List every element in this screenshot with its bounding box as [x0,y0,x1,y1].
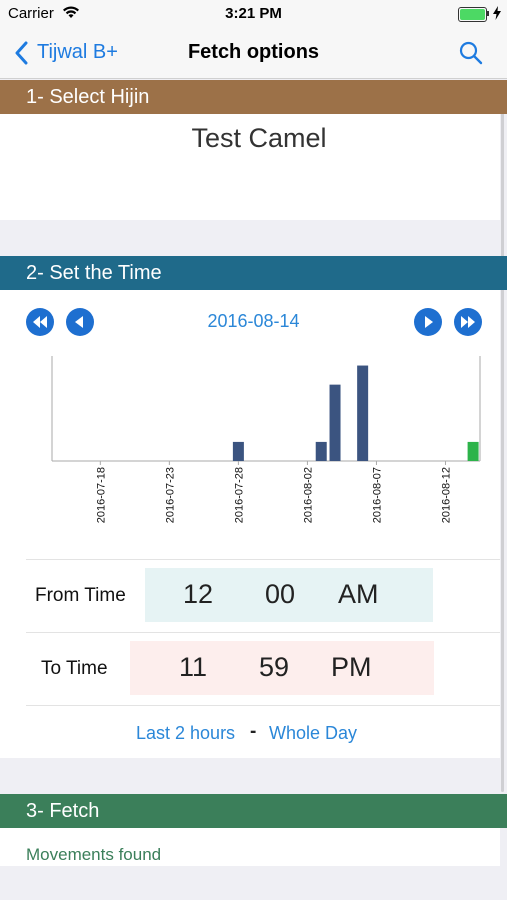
battery-icon [458,7,487,22]
search-icon[interactable] [458,40,484,66]
fetch-panel: Movements found [0,828,500,866]
selected-hijin[interactable]: Test Camel [191,123,327,153]
to-ampm[interactable]: PM [331,652,372,682]
carrier-label: Carrier [8,5,54,22]
chart-bar [357,365,369,461]
to-time-label: To Time [41,658,108,679]
from-ampm[interactable]: AM [338,579,379,609]
movement-chart: 2016-07-18 2016-07-23 2016-07-28 2016-08-02… [51,356,481,523]
from-minute[interactable]: 00 [265,579,296,609]
to-minute[interactable]: 59 [259,652,290,682]
current-date[interactable]: 2016-08-14 [207,311,300,331]
x-tick-label: 2016-08-02 [302,467,314,523]
charging-icon [493,6,501,20]
x-tick-label: 2016-07-28 [233,467,245,523]
x-tick-label: 2016-07-18 [95,467,107,523]
navigation-bar: Tijwal B+ Fetch options [0,28,507,79]
section-header-fetch: 3- Fetch [0,794,507,828]
x-tick-label: 2016-07-23 [164,467,176,523]
clock: 3:21 PM [225,5,282,22]
x-tick-label: 2016-08-12 [440,467,452,523]
from-time-picker[interactable]: 12 00 AM [145,568,433,622]
last-2-hours-link[interactable]: Last 2 hours [136,723,236,743]
chart-bar [329,384,341,461]
section-header-set-time: 2- Set the Time [0,256,507,290]
to-time-picker[interactable]: 11 59 PM [130,641,434,695]
chevron-left-icon [15,41,28,65]
back-label: Tijwal B+ [37,41,118,63]
scroll-indicator[interactable] [501,80,504,792]
page-title: Fetch options [187,41,320,63]
wifi-icon [63,6,79,18]
to-hour[interactable]: 11 [179,652,208,682]
chart-bar [232,441,244,461]
status-bar: Carrier 3:21 PM [0,0,507,28]
from-time-label: From Time [35,585,126,606]
previous-day-icon[interactable] [66,308,94,336]
range-separator: - [250,721,257,742]
chart-bar [315,441,327,461]
chart-bar [467,441,479,461]
fast-forward-icon[interactable] [454,308,482,336]
from-hour[interactable]: 12 [183,579,214,609]
to-time-row: To Time 11 59 PM [0,633,500,705]
time-panel: 2016-08-14 2016-07-18 2016-07-23 2016-07-2… [0,290,500,758]
hijin-picker[interactable]: Test Camel [0,114,500,220]
x-tick-label: 2016-08-07 [371,467,383,523]
section-header-select-hijin: 1- Select Hijin [0,80,507,114]
fetch-status: Movements found [26,845,162,864]
rewind-fast-icon[interactable] [26,308,54,336]
next-day-icon[interactable] [414,308,442,336]
from-time-row: From Time 12 00 AM [0,560,500,632]
whole-day-link[interactable]: Whole Day [269,723,358,743]
